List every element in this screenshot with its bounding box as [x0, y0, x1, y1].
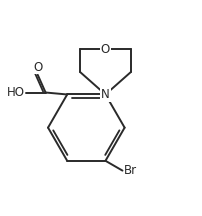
Text: O: O	[100, 43, 109, 56]
Text: HO: HO	[7, 86, 25, 99]
Text: N: N	[101, 88, 109, 101]
Text: Br: Br	[123, 164, 136, 177]
Text: O: O	[33, 61, 42, 74]
